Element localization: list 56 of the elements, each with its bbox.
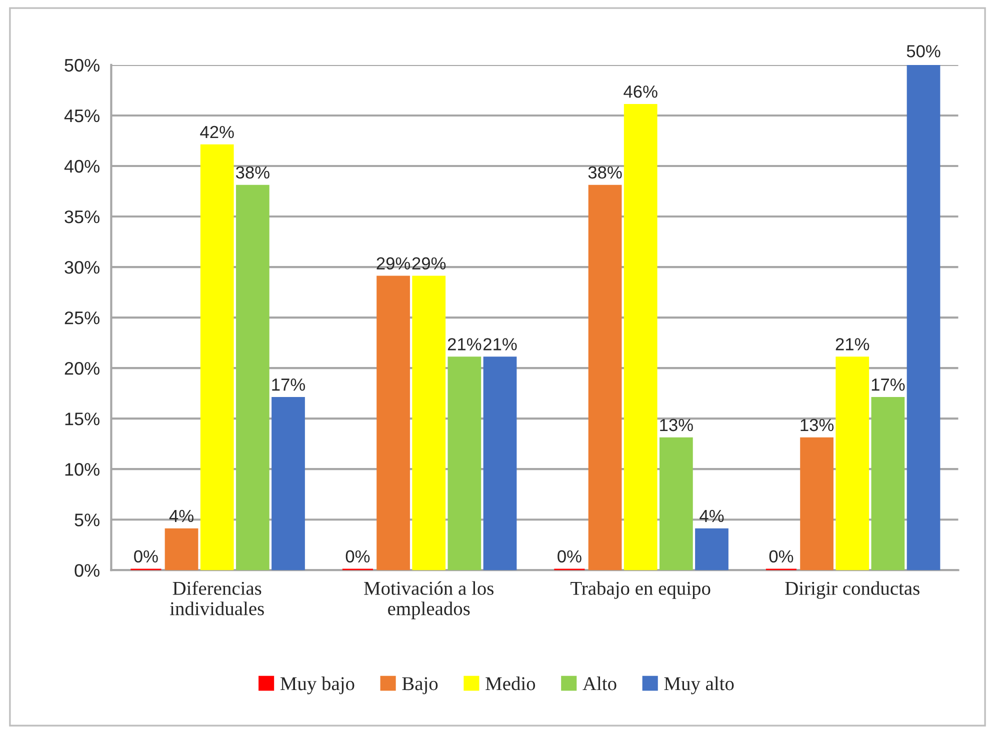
bar — [906, 64, 940, 570]
legend-label: Alto — [582, 676, 616, 690]
data-label: 4% — [169, 510, 194, 522]
bar — [164, 528, 198, 570]
y-tick-label: 20% — [64, 362, 100, 375]
bar — [200, 144, 234, 570]
bar — [695, 528, 728, 570]
data-label: 4% — [700, 510, 724, 522]
y-tick-label: 45% — [64, 110, 100, 122]
bar — [376, 276, 410, 570]
legend-label: Muy bajo — [280, 676, 354, 694]
data-label: 42% — [200, 126, 234, 138]
data-label: 0% — [346, 550, 370, 563]
data-label: 21% — [448, 338, 482, 350]
x-tick-label: Trabajo en equipo — [570, 581, 710, 599]
y-tick-label: 25% — [64, 311, 100, 324]
bar — [236, 184, 270, 570]
data-label: 17% — [272, 378, 305, 391]
y-tick-label: 40% — [64, 160, 100, 173]
bar — [272, 396, 305, 570]
y-tick-label: 15% — [65, 412, 100, 426]
bar — [871, 396, 905, 570]
data-label: 50% — [906, 45, 940, 58]
data-label: 13% — [660, 418, 693, 432]
bar — [588, 184, 622, 570]
bar — [483, 356, 517, 570]
y-tick-label: 30% — [64, 260, 100, 274]
bar — [412, 276, 446, 570]
data-label: 13% — [800, 418, 834, 432]
y-tick-label: 10% — [65, 463, 100, 476]
data-label: 38% — [588, 166, 622, 179]
bar — [624, 104, 658, 570]
data-label: 46% — [624, 85, 658, 98]
bar — [800, 437, 834, 570]
data-label: 38% — [236, 166, 270, 179]
y-tick-label: 0% — [74, 564, 100, 577]
x-tick-label: Diferencias individuales — [170, 581, 264, 616]
y-tick-label: 35% — [64, 210, 100, 224]
bar — [448, 356, 482, 570]
legend-label: Medio — [486, 676, 536, 690]
legend-label: Muy alto — [664, 676, 734, 694]
data-label: 17% — [872, 378, 905, 391]
y-tick-label: 5% — [74, 514, 100, 526]
data-label: 29% — [376, 257, 410, 270]
x-tick-label: Motivación a los empleados — [364, 581, 494, 620]
legend-label: Bajo — [402, 677, 438, 694]
y-tick-label: 50% — [64, 58, 100, 72]
bar — [836, 356, 870, 570]
data-label: 0% — [769, 550, 794, 563]
x-tick-label: Dirigir conductas — [785, 581, 920, 599]
data-label: 29% — [412, 257, 446, 270]
data-label: 21% — [836, 338, 870, 350]
data-label: 21% — [484, 338, 517, 350]
bar — [659, 437, 693, 570]
data-label: 0% — [134, 550, 158, 563]
data-label: 0% — [558, 550, 582, 563]
